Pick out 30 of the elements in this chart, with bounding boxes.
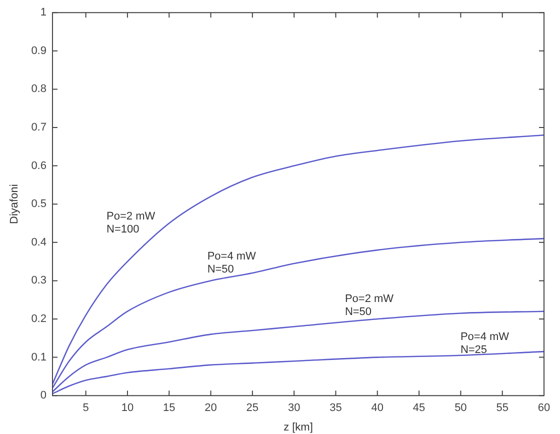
series-label: Po=2 mW N=100: [106, 210, 156, 236]
y-tick-label: 0.3: [31, 274, 46, 287]
y-tick-label: 0.2: [31, 313, 46, 326]
x-tick-label: 5: [82, 402, 89, 414]
x-tick-label: 20: [204, 402, 217, 414]
y-tick-label: 0.4: [31, 236, 46, 248]
y-tick-label: 0.6: [31, 160, 46, 172]
y-tick-label: 0.9: [31, 44, 46, 57]
x-tick-label: 50: [454, 402, 467, 414]
x-tick-label: 60: [538, 402, 550, 414]
series-label: Po=2 mW N=50: [344, 292, 394, 318]
x-tick-label: 15: [162, 402, 176, 414]
x-tick-label: 45: [412, 402, 426, 414]
x-tick-label: 10: [121, 402, 134, 414]
line-series: [52, 134, 544, 385]
y-tick-label: 0.8: [31, 83, 46, 96]
y-tick-label: 0.5: [31, 198, 46, 210]
x-tick-label: 55: [496, 402, 508, 414]
x-tick-label: 25: [246, 402, 259, 414]
y-tick-label: 0.1: [31, 351, 46, 364]
y-axis-title: Diyafoni: [8, 184, 21, 224]
y-tick-label: 0.7: [31, 122, 46, 134]
x-axis-title: z [km]: [284, 421, 313, 434]
x-tick-label: 35: [330, 402, 342, 414]
y-tick-label: 1: [40, 6, 46, 19]
series-label: Po=4 mW N=50: [207, 250, 257, 276]
series-label: Po=4 mW N=25: [460, 331, 510, 356]
y-tick-label: 0: [40, 390, 46, 402]
x-tick-label: 40: [371, 402, 384, 414]
x-tick-label: 30: [288, 402, 300, 414]
